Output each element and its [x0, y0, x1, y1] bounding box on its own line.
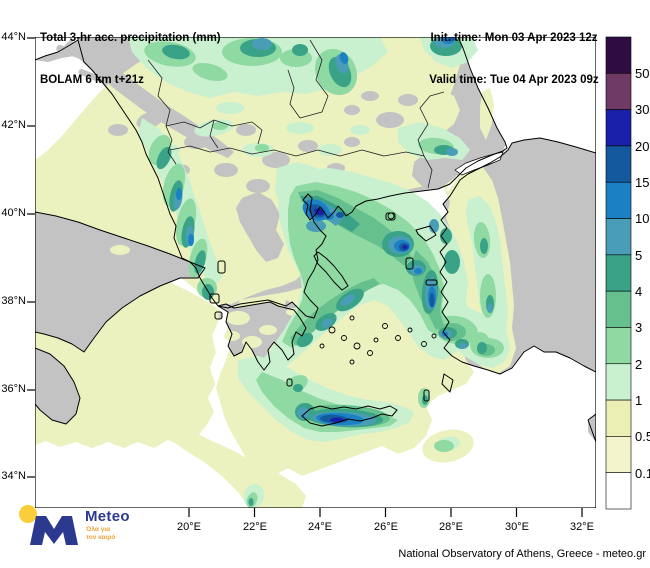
lat-label-34n: 34°N: [1, 470, 26, 482]
map-layers: [35, 37, 596, 508]
meteo-logo-mark: [19, 505, 78, 545]
logo-m-icon: [30, 516, 78, 545]
colorbar-label-5: 5: [635, 248, 643, 263]
coastline-layer: [35, 37, 596, 443]
colorbar-label-01: 0.1: [635, 466, 650, 481]
lon-label-32e: 32°E: [570, 521, 594, 533]
colorbar-label-20: 20: [635, 139, 650, 154]
country-borders-layer: [147, 39, 445, 189]
colorbar-segment: [605, 254, 632, 292]
colorbar-label-2: 2: [635, 357, 643, 372]
colorbar-segment: [605, 290, 632, 328]
colorbar-label-30: 30: [635, 102, 650, 117]
colorbar-segment: [605, 145, 632, 183]
lat-label-40n: 40°N: [1, 207, 26, 219]
colorbar-segment: [605, 73, 632, 110]
axis-ticks: [27, 37, 583, 517]
lon-label-28e: 28°E: [439, 521, 463, 533]
colorbar-segment: [605, 399, 632, 437]
colorbar-segment: [605, 181, 632, 219]
colorbar-label-3: 3: [635, 320, 643, 335]
colorbar-segment: [605, 363, 632, 401]
lat-label-38n: 38°N: [1, 295, 26, 307]
lon-label-26e: 26°E: [374, 521, 398, 533]
valid-time: Valid time: Tue 04 Apr 2023 09z: [429, 74, 599, 86]
logo-tagline-line2: τον καιρό: [86, 533, 116, 541]
lat-label-42n: 42°N: [1, 119, 26, 131]
colorbar: [605, 36, 632, 510]
colorbar-label-05: 0.5: [635, 429, 650, 444]
lon-label-30e: 30°E: [505, 521, 529, 533]
logo-sun-icon: [19, 505, 37, 523]
time-info-block: Init. time: Mon 03 Apr 2023 12z Valid ti…: [390, 3, 638, 115]
map-title-block: Total 3-hr acc. precipitation (mm) BOLAM…: [40, 3, 221, 115]
colorbar-label-4: 4: [635, 284, 643, 299]
logo-tagline-line1: Όλα για: [86, 526, 111, 533]
lon-label-22e: 22°E: [243, 521, 267, 533]
lat-label-36n: 36°N: [1, 383, 26, 395]
colorbar-segment: [605, 36, 632, 74]
attribution-text: National Observatory of Athens, Greece -…: [398, 548, 646, 560]
colorbar-segment: [605, 472, 632, 510]
model-run-label: BOLAM 6 km t+21z: [40, 74, 144, 86]
colorbar-label-15: 15: [635, 175, 650, 190]
colorbar-label-50: 50: [635, 66, 650, 81]
colorbar-segment: [605, 218, 632, 256]
colorbar-segment: [605, 327, 632, 365]
init-time: Init. time: Mon 03 Apr 2023 12z: [430, 32, 598, 44]
lat-label-44n: 44°N: [1, 31, 26, 43]
lon-label-20e: 20°E: [177, 521, 201, 533]
lon-label-24e: 24°E: [308, 521, 332, 533]
colorbar-label-1: 1: [635, 393, 643, 408]
colorbar-segment: [605, 436, 632, 473]
colorbar-segment: [605, 109, 632, 147]
colorbar-label-10: 10: [635, 211, 650, 226]
logo-tagline: Όλα για τον καιρό: [86, 526, 115, 541]
logo-brand-text[interactable]: Meteo: [85, 508, 130, 525]
map-title: Total 3-hr acc. precipitation (mm): [40, 32, 221, 44]
